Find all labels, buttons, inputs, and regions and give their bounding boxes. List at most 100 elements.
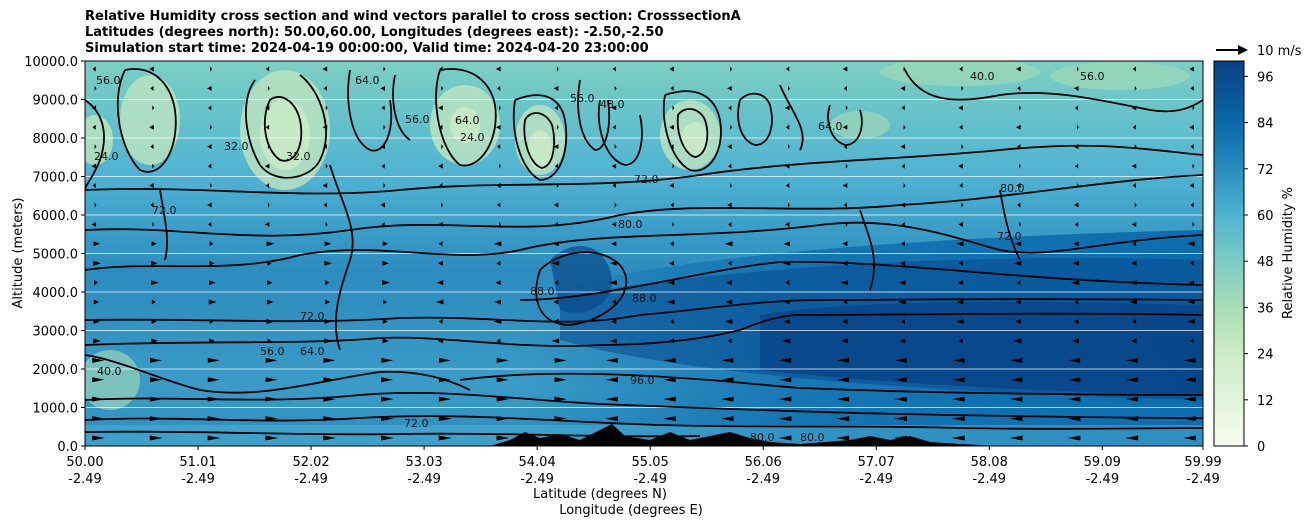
x-tick-label-lon: -2.49 xyxy=(859,472,893,487)
wind-vector xyxy=(265,357,278,363)
wind-vector xyxy=(669,124,674,130)
wind-vector xyxy=(207,85,212,91)
contour-label: 24.0 xyxy=(460,131,485,144)
wind-vector xyxy=(1019,163,1022,169)
wind-vector xyxy=(1125,396,1139,402)
wind-vector xyxy=(438,105,443,111)
wind-vector xyxy=(836,377,850,383)
wind-vector xyxy=(1073,202,1079,208)
wind-vector xyxy=(499,221,502,227)
wind-vector xyxy=(612,66,616,72)
wind-vector xyxy=(784,105,790,111)
wind-vector xyxy=(441,85,444,91)
wind-vector xyxy=(1183,377,1196,383)
wind-vector xyxy=(438,396,452,402)
wind-vector xyxy=(92,183,96,189)
wind-vector xyxy=(721,396,734,402)
wind-vector xyxy=(1189,124,1195,130)
wind-vector xyxy=(323,144,327,150)
wind-vector xyxy=(1072,338,1079,344)
wind-vector xyxy=(554,163,559,169)
wind-vector xyxy=(1074,105,1079,111)
wind-vector xyxy=(553,85,559,91)
wind-vector xyxy=(894,377,907,383)
wind-vector xyxy=(669,318,674,324)
contour-label: 48.0 xyxy=(600,98,625,111)
wind-vector xyxy=(841,338,848,344)
wind-vector xyxy=(728,221,732,227)
wind-vector xyxy=(551,260,560,266)
wind-vector xyxy=(149,66,154,72)
wind-vector xyxy=(438,377,452,383)
wind-vector xyxy=(724,241,733,247)
wind-vector xyxy=(207,435,221,441)
x-axis-label-lat: Latitude (degrees N) xyxy=(533,487,667,502)
colorbar-tick-label: 72 xyxy=(1257,163,1274,178)
contour-label: 80.0 xyxy=(1000,182,1025,195)
y-tick-label: 9000.0 xyxy=(33,94,79,109)
wind-vector xyxy=(382,260,389,266)
wind-vector xyxy=(152,221,155,227)
wind-vector xyxy=(1016,183,1021,189)
wind-vector xyxy=(610,260,617,266)
wind-vector xyxy=(788,144,790,150)
wind-vector xyxy=(1009,435,1023,441)
wind-vector xyxy=(496,416,510,422)
x-tick-label-lat: 58.08 xyxy=(971,455,1008,470)
wind-vector xyxy=(91,163,97,169)
wind-vector xyxy=(670,85,674,91)
wind-vector xyxy=(382,318,388,324)
wind-vector xyxy=(836,416,850,422)
contour-label: 72.0 xyxy=(152,204,177,217)
wind-vector xyxy=(551,338,560,344)
wind-vector xyxy=(1009,416,1023,422)
wind-vector xyxy=(554,377,567,383)
contour-label: 80.0 xyxy=(800,431,825,444)
wind-vector xyxy=(91,221,97,227)
wind-vector xyxy=(663,377,676,383)
colorbar-tick-label: 24 xyxy=(1257,348,1274,363)
wind-vector xyxy=(725,299,733,305)
wind-vector xyxy=(1010,396,1023,402)
wind-vector xyxy=(91,105,97,111)
wind-vector xyxy=(92,416,105,422)
wind-vector xyxy=(788,202,790,208)
wind-vector xyxy=(1015,299,1021,305)
wind-vector xyxy=(149,183,154,189)
y-tick-label: 2000.0 xyxy=(33,363,79,378)
wind-vector xyxy=(842,66,848,72)
wind-vector xyxy=(784,163,790,169)
wind-vector xyxy=(1134,85,1137,91)
wind-vector xyxy=(94,85,97,91)
wind-vector xyxy=(381,163,385,169)
wind-vector xyxy=(611,163,617,169)
wind-vector xyxy=(265,377,278,383)
wind-vector xyxy=(785,66,790,72)
wind-vector xyxy=(323,85,327,91)
wind-vector xyxy=(553,299,559,305)
wind-vector xyxy=(900,260,906,266)
wind-vector xyxy=(94,202,97,208)
wind-vector xyxy=(611,221,617,227)
wind-vector xyxy=(899,280,906,286)
wind-vector xyxy=(1131,163,1137,169)
contour-label: 72.0 xyxy=(404,417,429,430)
x-tick-label-lon: -2.49 xyxy=(972,472,1006,487)
wind-vector xyxy=(785,183,790,189)
y-tick-label: 3000.0 xyxy=(33,325,79,340)
wind-vector xyxy=(552,241,559,247)
wind-vector xyxy=(437,338,443,344)
wind-vector xyxy=(152,163,155,169)
wind-vector xyxy=(961,85,964,91)
wind-vector xyxy=(614,85,617,91)
contour-label: 64.0 xyxy=(300,345,325,358)
wind-vector xyxy=(383,183,386,189)
wind-vector xyxy=(381,377,394,383)
wind-vector xyxy=(894,416,907,422)
wind-vector xyxy=(493,241,502,247)
wind-vector xyxy=(1130,280,1137,286)
wind-vector xyxy=(151,299,156,305)
wind-vector xyxy=(1014,241,1022,247)
wind-vector xyxy=(843,299,848,305)
wind-vector xyxy=(1016,280,1021,286)
